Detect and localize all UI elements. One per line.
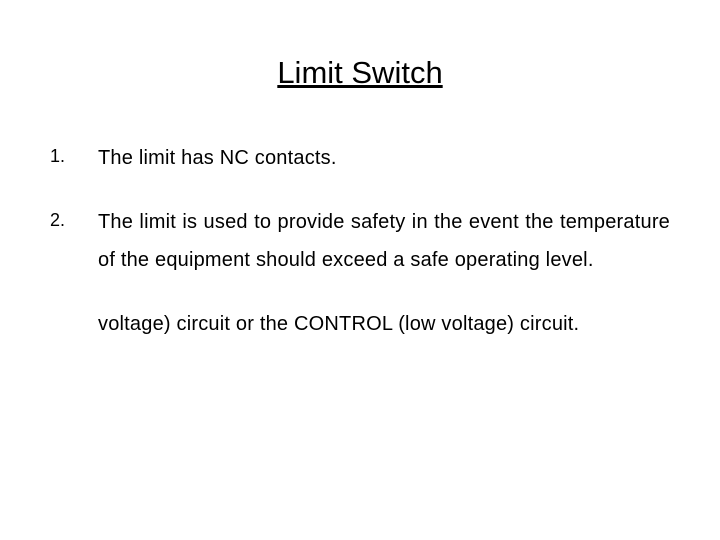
orphan-text-line: voltage) circuit or the CONTROL (low vol… [98,305,670,343]
slide-title: Limit Switch [50,55,670,91]
numbered-list: 1. The limit has NC contacts. 2. The lim… [50,139,670,279]
list-item-text: The limit has NC contacts. [98,139,670,177]
list-item: 1. The limit has NC contacts. [50,139,670,177]
list-item-text: The limit is used to provide safety in t… [98,203,670,279]
list-item: 2. The limit is used to provide safety i… [50,203,670,279]
list-item-number: 1. [50,139,98,177]
list-item-number: 2. [50,203,98,279]
